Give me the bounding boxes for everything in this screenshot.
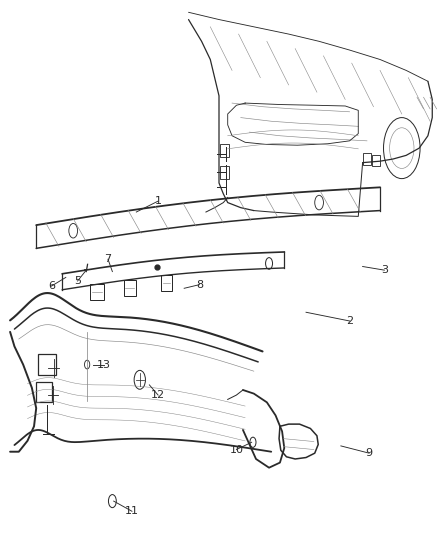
- Text: 5: 5: [74, 276, 81, 286]
- Text: 12: 12: [151, 390, 165, 400]
- Text: 6: 6: [48, 281, 55, 291]
- Text: 1: 1: [155, 196, 162, 206]
- Bar: [124, 280, 136, 295]
- Text: 8: 8: [196, 280, 203, 289]
- Bar: [39, 354, 56, 375]
- Bar: [220, 144, 230, 157]
- Bar: [372, 155, 380, 166]
- Text: 7: 7: [104, 254, 112, 264]
- Bar: [364, 153, 371, 165]
- Text: 13: 13: [97, 360, 111, 369]
- Bar: [90, 284, 104, 300]
- Bar: [220, 166, 230, 179]
- Text: 2: 2: [346, 316, 353, 326]
- Bar: [161, 275, 172, 291]
- Text: 10: 10: [230, 445, 244, 455]
- Bar: [36, 382, 52, 402]
- Text: 11: 11: [125, 506, 139, 516]
- Text: 9: 9: [366, 448, 373, 458]
- Text: 3: 3: [381, 265, 388, 275]
